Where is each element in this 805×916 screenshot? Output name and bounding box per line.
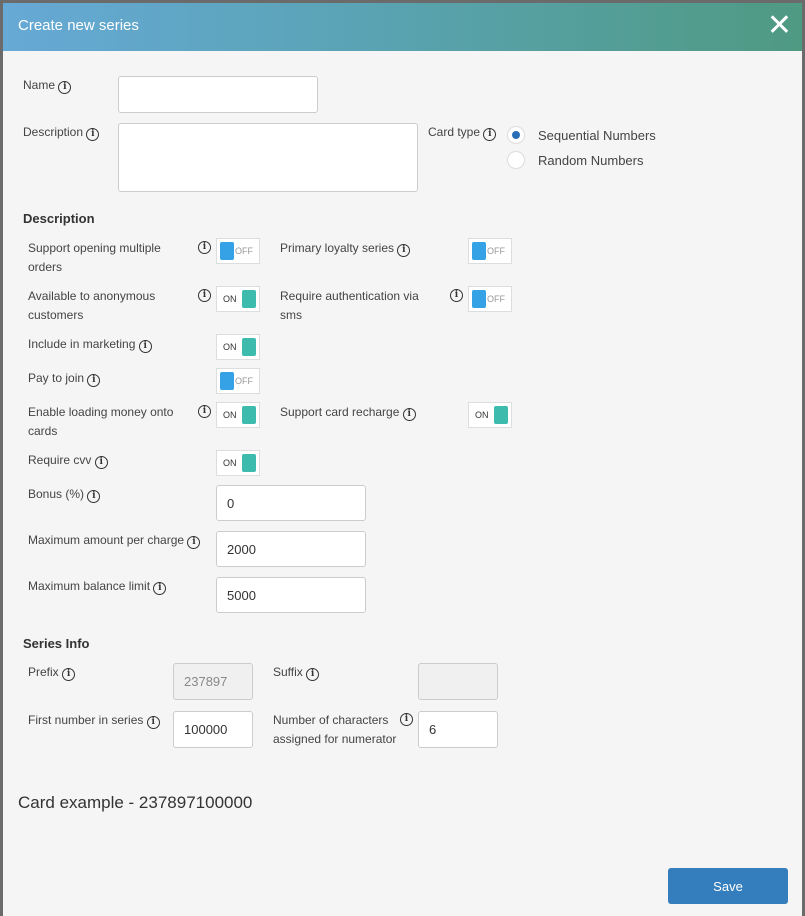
toggle-label: Enable loading money onto cards xyxy=(28,405,174,438)
info-icon[interactable]: i xyxy=(402,408,416,421)
dialog-title: Create new series xyxy=(18,17,139,34)
info-icon[interactable]: i xyxy=(198,405,211,418)
info-icon[interactable]: i xyxy=(138,340,152,353)
section-series-heading: Series Info xyxy=(23,636,90,651)
info-icon[interactable]: i xyxy=(483,128,497,141)
info-icon[interactable]: i xyxy=(62,668,76,681)
info-icon[interactable]: i xyxy=(86,128,100,141)
radio-sequential-label[interactable]: Sequential Numbers xyxy=(538,128,656,143)
create-series-dialog: Create new series ✕ Name i Description i… xyxy=(3,3,802,916)
toggle-label: Require authentication via sms xyxy=(280,289,419,322)
name-input[interactable] xyxy=(118,76,318,113)
toggle-state: ON xyxy=(223,410,237,420)
radio-sequential[interactable] xyxy=(507,126,525,144)
toggle-state: OFF xyxy=(235,376,253,386)
toggle-label: Support opening multiple orders xyxy=(28,241,161,274)
radio-random-label[interactable]: Random Numbers xyxy=(538,153,644,168)
toggle-label: Primary loyalty series i xyxy=(280,239,411,258)
info-icon[interactable]: i xyxy=(153,582,167,595)
info-icon[interactable]: i xyxy=(94,456,108,469)
description-input[interactable] xyxy=(118,123,418,192)
toggle-state: ON xyxy=(223,458,237,468)
first-number-label-text: First number in series xyxy=(28,713,144,727)
toggle-label: Include in marketing i xyxy=(28,335,152,354)
description-label: Description i xyxy=(23,123,100,142)
toggle-label-text: Require cvv xyxy=(28,453,92,467)
toggle-anonymous[interactable]: ON xyxy=(216,286,260,312)
toggle-card-recharge[interactable]: ON xyxy=(468,402,512,428)
bonus-label: Bonus (%) i xyxy=(28,485,101,504)
suffix-label-text: Suffix xyxy=(273,665,303,679)
first-number-label: First number in series i xyxy=(28,711,160,730)
close-icon[interactable]: ✕ xyxy=(766,9,792,42)
prefix-input: 237897 xyxy=(173,663,253,700)
toggle-label: Support card recharge i xyxy=(280,403,416,422)
toggle-require-cvv[interactable]: ON xyxy=(216,450,260,476)
description-label-text: Description xyxy=(23,125,84,139)
max-balance-input[interactable]: 5000 xyxy=(216,577,366,613)
toggle-state: ON xyxy=(223,342,237,352)
card-type-label-text: Card type xyxy=(428,125,481,139)
toggle-label-text: Primary loyalty series xyxy=(280,241,395,255)
bonus-label-text: Bonus (%) xyxy=(28,487,85,501)
card-type-label: Card type i xyxy=(428,123,497,142)
dialog-header: Create new series ✕ xyxy=(3,3,802,51)
toggle-label-text: Pay to join xyxy=(28,371,85,385)
toggle-state: ON xyxy=(475,410,489,420)
info-icon[interactable]: i xyxy=(187,536,201,549)
prefix-label: Prefix i xyxy=(28,663,76,682)
max-charge-label-text: Maximum amount per charge xyxy=(28,533,185,547)
bonus-input[interactable]: 0 xyxy=(216,485,366,521)
radio-random[interactable] xyxy=(507,151,525,169)
toggle-marketing[interactable]: ON xyxy=(216,334,260,360)
num-chars-input[interactable]: 6 xyxy=(418,711,498,748)
card-example: Card example - 237897100000 xyxy=(18,793,253,812)
toggle-label: Pay to join i xyxy=(28,369,101,388)
info-icon[interactable]: i xyxy=(146,716,160,729)
first-number-input[interactable]: 100000 xyxy=(173,711,253,748)
toggle-sms-auth[interactable]: OFF xyxy=(468,286,512,312)
info-icon[interactable]: i xyxy=(397,244,411,257)
toggle-load-money[interactable]: ON xyxy=(216,402,260,428)
max-charge-input[interactable]: 2000 xyxy=(216,531,366,567)
toggle-pay-to-join[interactable]: OFF xyxy=(216,368,260,394)
name-label-text: Name xyxy=(23,78,56,92)
toggle-state: OFF xyxy=(487,246,505,256)
save-button[interactable]: Save xyxy=(668,868,788,904)
toggle-label-text: Include in marketing xyxy=(28,337,136,351)
toggle-label: Available to anonymous customers xyxy=(28,289,156,322)
section-description-heading: Description xyxy=(23,211,95,226)
info-icon[interactable]: i xyxy=(87,490,101,503)
info-icon[interactable]: i xyxy=(400,713,413,726)
num-chars-label: Number of characters assigned for numera… xyxy=(273,713,397,746)
prefix-label-text: Prefix xyxy=(28,665,59,679)
toggle-state: OFF xyxy=(487,294,505,304)
info-icon[interactable]: i xyxy=(58,81,72,94)
info-icon[interactable]: i xyxy=(306,668,320,681)
toggle-label-text: Support card recharge xyxy=(280,405,400,419)
info-icon[interactable]: i xyxy=(87,374,101,387)
info-icon[interactable]: i xyxy=(450,289,463,302)
toggle-state: ON xyxy=(223,294,237,304)
toggle-label: Require cvv i xyxy=(28,451,108,470)
toggle-state: OFF xyxy=(235,246,253,256)
name-label: Name i xyxy=(23,76,72,95)
max-balance-label: Maximum balance limit i xyxy=(28,577,167,596)
toggle-primary-loyalty[interactable]: OFF xyxy=(468,238,512,264)
max-balance-label-text: Maximum balance limit xyxy=(28,579,151,593)
info-icon[interactable]: i xyxy=(198,241,211,254)
info-icon[interactable]: i xyxy=(198,289,211,302)
suffix-input xyxy=(418,663,498,700)
suffix-label: Suffix i xyxy=(273,663,320,682)
toggle-support-multiple-orders[interactable]: OFF xyxy=(216,238,260,264)
max-charge-label: Maximum amount per charge i xyxy=(28,531,201,550)
